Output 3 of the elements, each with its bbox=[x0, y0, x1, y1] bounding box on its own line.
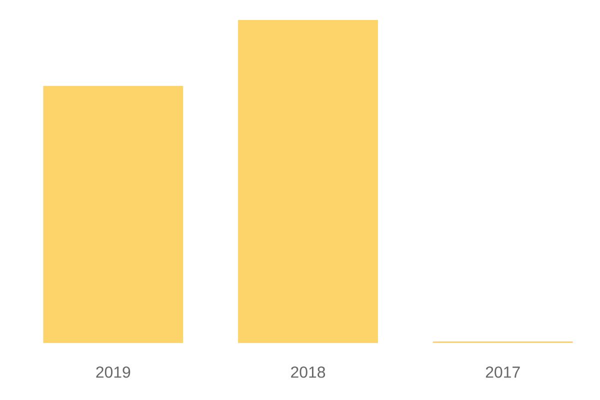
x-tick-label: 2017 bbox=[486, 366, 520, 378]
x-tick-label: 2019 bbox=[96, 366, 130, 378]
x-tick-label: 2018 bbox=[291, 366, 326, 378]
